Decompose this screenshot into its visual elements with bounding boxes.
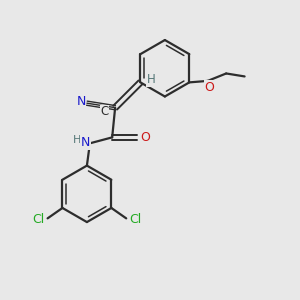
Text: C: C [100,106,109,118]
Text: N: N [76,94,86,108]
Text: O: O [140,131,150,144]
Text: Cl: Cl [33,213,45,226]
Text: O: O [204,81,214,94]
Text: H: H [146,73,155,86]
Text: Cl: Cl [129,213,141,226]
Text: N: N [81,136,90,149]
Text: H: H [73,135,82,145]
